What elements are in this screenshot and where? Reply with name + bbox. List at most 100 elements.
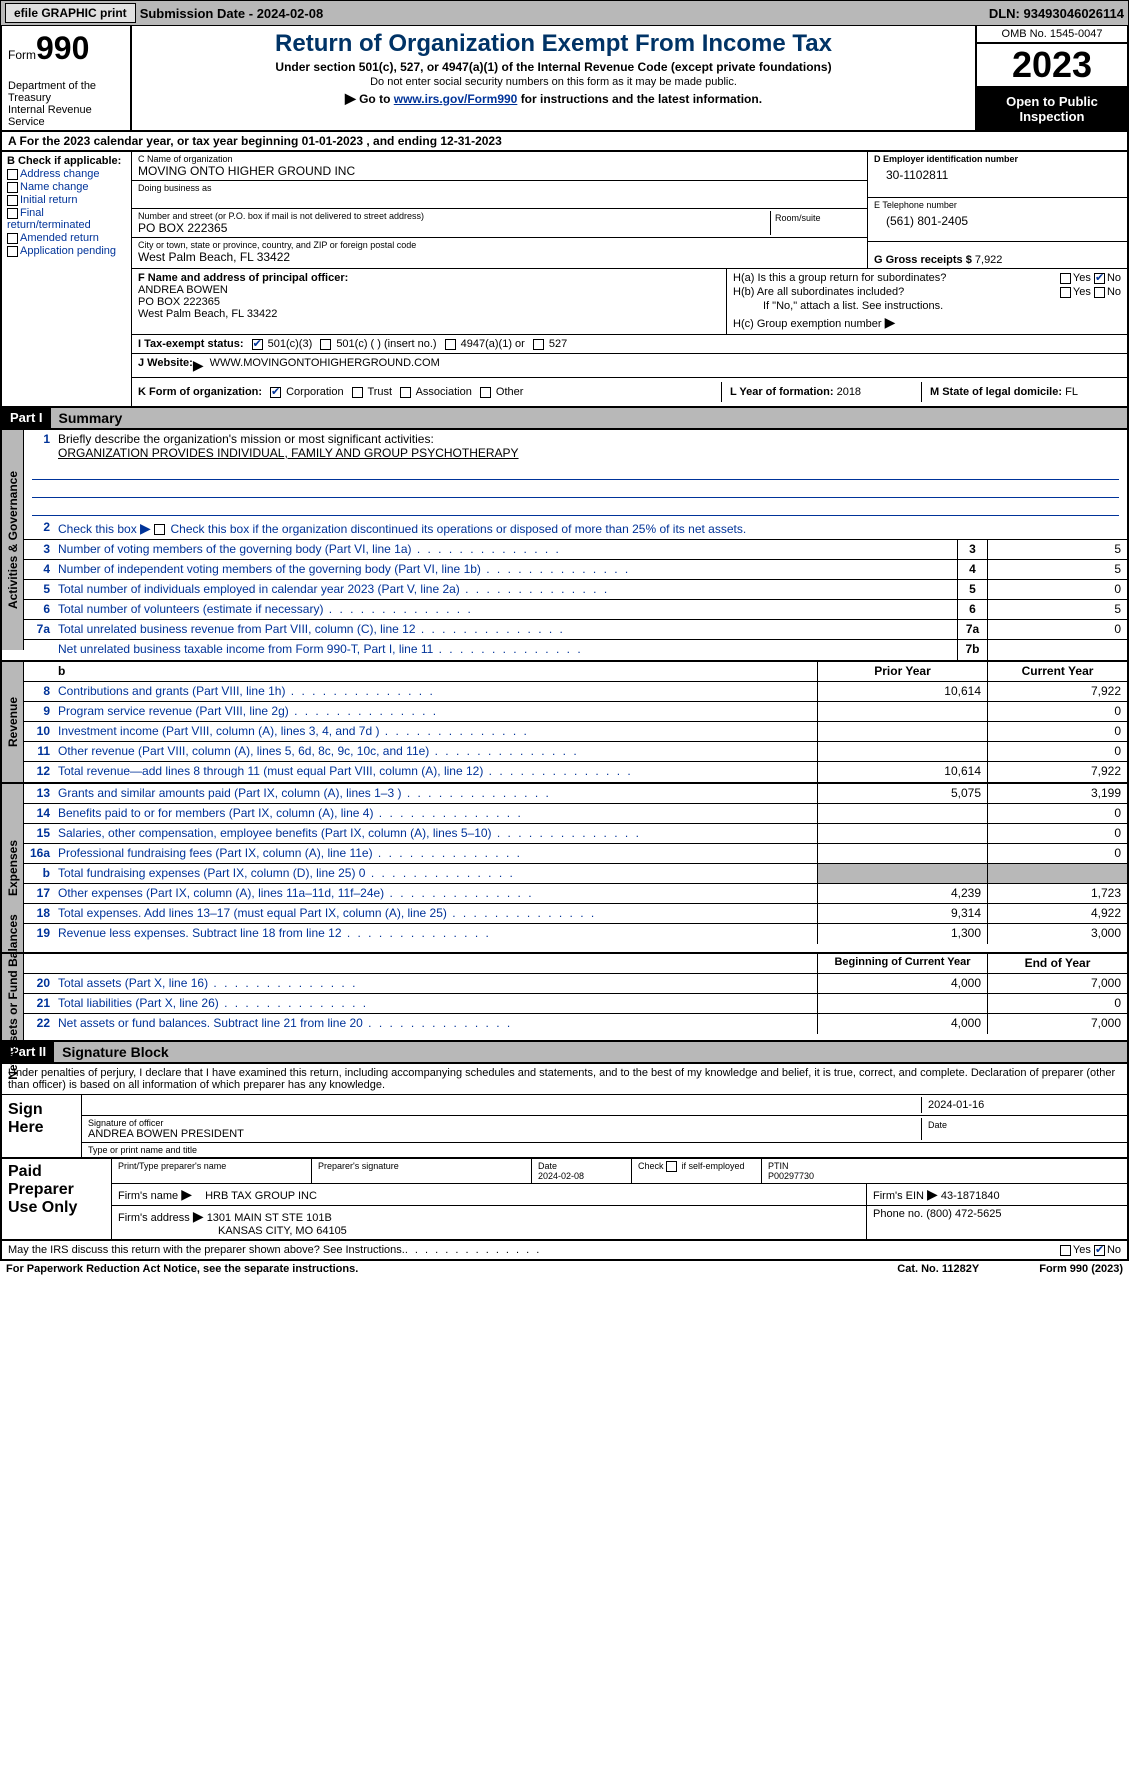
- chk-corporation[interactable]: [270, 387, 281, 398]
- tax-status-label: I Tax-exempt status:: [138, 338, 244, 350]
- line-desc: Program service revenue (Part VIII, line…: [54, 702, 817, 721]
- line-box: 7a: [957, 620, 987, 639]
- chk-501c[interactable]: [320, 339, 331, 350]
- line-desc: Total expenses. Add lines 13–17 (must eq…: [54, 904, 817, 923]
- line-value: 5: [987, 540, 1127, 559]
- org-name-value: MOVING ONTO HIGHER GROUND INC: [138, 164, 861, 178]
- prep-date-label: Date: [538, 1161, 557, 1171]
- prior-value: [817, 804, 987, 823]
- line-value: 0: [987, 620, 1127, 639]
- discuss-yes[interactable]: [1060, 1245, 1071, 1256]
- prior-value: [817, 994, 987, 1013]
- chk-amended-return[interactable]: Amended return: [7, 232, 126, 244]
- box-d-ein: D Employer identification number 30-1102…: [868, 152, 1127, 198]
- box-c-dba: Doing business as: [132, 181, 867, 209]
- prep-name-label: Print/Type preparer's name: [112, 1159, 312, 1183]
- line-num: 16a: [24, 844, 54, 863]
- irs-link[interactable]: www.irs.gov/Form990: [394, 92, 518, 106]
- mission-blank-line: [32, 500, 1119, 516]
- mission-blank-line: [32, 464, 1119, 480]
- line-desc: Net assets or fund balances. Subtract li…: [54, 1014, 817, 1034]
- hb-no[interactable]: No: [1107, 286, 1121, 298]
- hb-yes[interactable]: Yes: [1073, 286, 1091, 298]
- year-box: OMB No. 1545-0047 2023 Open to Public In…: [977, 26, 1127, 130]
- vtab-net-assets: Net Assets or Fund Balances: [2, 954, 24, 1040]
- line-desc: Number of voting members of the governin…: [54, 540, 957, 559]
- current-year-hdr: Current Year: [987, 662, 1127, 681]
- box-b-header: B Check if applicable:: [7, 155, 126, 167]
- line-box: 5: [957, 580, 987, 599]
- chk-other[interactable]: [480, 387, 491, 398]
- chk-self-employed[interactable]: [666, 1161, 677, 1172]
- chk-app-pending[interactable]: Application pending: [7, 245, 126, 257]
- chk-501c3[interactable]: [252, 339, 263, 350]
- irs-label: Internal Revenue Service: [8, 104, 130, 128]
- firm-addr-1: 1301 MAIN ST STE 101B: [207, 1212, 332, 1224]
- line1-desc: Briefly describe the organization's miss…: [54, 430, 1127, 462]
- line-desc: Total revenue—add lines 8 through 11 (mu…: [54, 762, 817, 782]
- ein-value: 30-1102811: [874, 168, 1121, 182]
- line2-desc: Check this box ▶ Check this box if the o…: [54, 518, 1127, 539]
- prior-value: [817, 824, 987, 843]
- chk-discontinued[interactable]: [154, 524, 165, 535]
- part2-title: Signature Block: [54, 1042, 1127, 1062]
- row-m-domicile: M State of legal domicile: FL: [921, 382, 1121, 402]
- prior-value: 4,000: [817, 974, 987, 993]
- line-num: [24, 640, 54, 660]
- current-value: 7,922: [987, 762, 1127, 782]
- opt-4947: 4947(a)(1) or: [461, 338, 525, 350]
- line-num: 18: [24, 904, 54, 923]
- beg-year-hdr: Beginning of Current Year: [817, 954, 987, 973]
- phone-label: E Telephone number: [874, 200, 1121, 210]
- prior-value: 9,314: [817, 904, 987, 923]
- opt-501c3: 501(c)(3): [268, 338, 313, 350]
- line-num: 11: [24, 742, 54, 761]
- sig-date-label: Date: [921, 1118, 1121, 1140]
- current-value: 3,199: [987, 784, 1127, 803]
- line-desc: Revenue less expenses. Subtract line 18 …: [54, 924, 817, 944]
- line-desc: Total assets (Part X, line 16): [54, 974, 817, 993]
- form-title-box: Return of Organization Exempt From Incom…: [132, 26, 977, 130]
- prior-value: 1,300: [817, 924, 987, 944]
- ha-yes[interactable]: Yes: [1073, 272, 1091, 284]
- line-box: 6: [957, 600, 987, 619]
- prior-value: 10,614: [817, 682, 987, 701]
- line-num: 12: [24, 762, 54, 782]
- chk-527[interactable]: [533, 339, 544, 350]
- city-value: West Palm Beach, FL 33422: [138, 250, 861, 264]
- summary-table: Activities & Governance 1 Briefly descri…: [0, 430, 1129, 1042]
- row-a-tax-year: A For the 2023 calendar year, or tax yea…: [0, 132, 1129, 152]
- officer-label: F Name and address of principal officer:: [138, 272, 348, 284]
- form-number-box: Form990 Department of the Treasury Inter…: [2, 26, 132, 130]
- chk-association[interactable]: [400, 387, 411, 398]
- sig-date: 2024-01-16: [921, 1097, 1121, 1113]
- line-desc: Total liabilities (Part X, line 26): [54, 994, 817, 1013]
- prior-value: 5,075: [817, 784, 987, 803]
- opt-501c: 501(c) ( ) (insert no.): [336, 338, 436, 350]
- line-num: 10: [24, 722, 54, 741]
- form-subtitle-1: Under section 501(c), 527, or 4947(a)(1)…: [140, 60, 967, 74]
- line-desc: Total unrelated business revenue from Pa…: [54, 620, 957, 639]
- chk-final-return[interactable]: Final return/terminated: [7, 207, 126, 231]
- chk-4947[interactable]: [445, 339, 456, 350]
- chk-initial-return[interactable]: Initial return: [7, 194, 126, 206]
- current-value: [987, 864, 1127, 883]
- ha-no[interactable]: No: [1107, 272, 1121, 284]
- line-value: [987, 640, 1127, 660]
- efile-print-button[interactable]: efile GRAPHIC print: [5, 3, 136, 23]
- ptin-label: PTIN: [768, 1161, 789, 1171]
- chk-trust[interactable]: [352, 387, 363, 398]
- line-num: 21: [24, 994, 54, 1013]
- line-value: 5: [987, 560, 1127, 579]
- footer-bar: For Paperwork Reduction Act Notice, see …: [0, 1261, 1129, 1277]
- submission-date: Submission Date - 2024-02-08: [140, 6, 324, 21]
- chk-address-change[interactable]: Address change: [7, 168, 126, 180]
- firm-ein-label: Firm's EIN: [873, 1190, 924, 1202]
- prior-value: 4,239: [817, 884, 987, 903]
- chk-name-change[interactable]: Name change: [7, 181, 126, 193]
- signature-block: Under penalties of perjury, I declare th…: [0, 1064, 1129, 1241]
- ha-label: H(a) Is this a group return for subordin…: [733, 272, 963, 284]
- end-year-hdr: End of Year: [987, 954, 1127, 973]
- discuss-no[interactable]: [1094, 1245, 1105, 1256]
- prior-value: [817, 702, 987, 721]
